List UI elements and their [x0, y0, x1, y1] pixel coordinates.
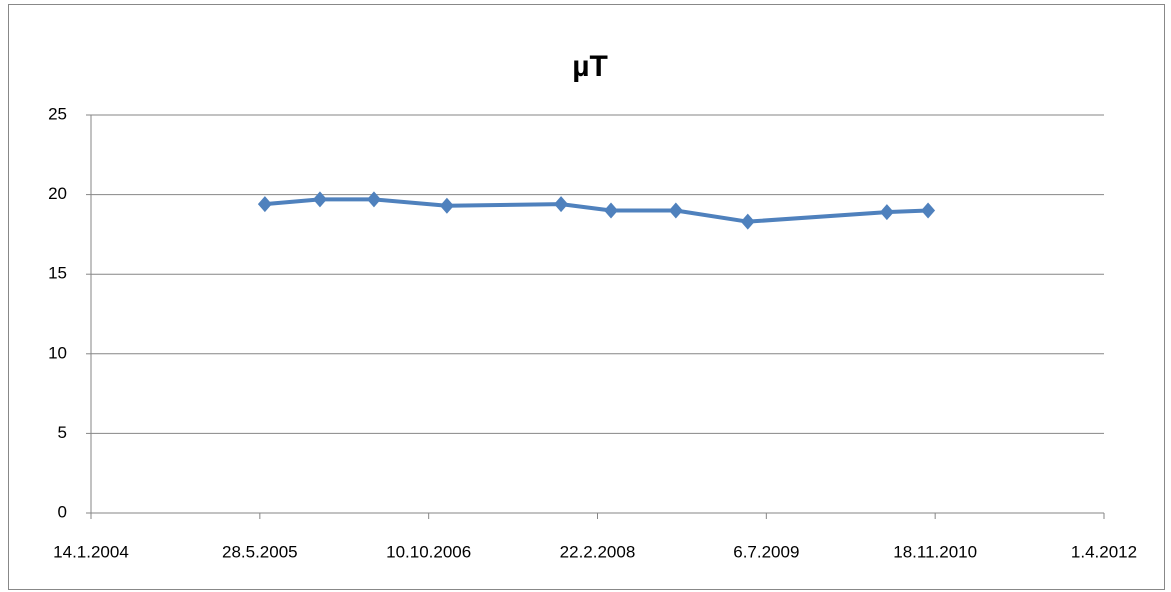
x-tick-label: 28.5.2005	[222, 542, 298, 561]
x-tick-label: 10.10.2006	[386, 542, 471, 561]
data-point	[921, 202, 936, 219]
y-tick-label: 15	[48, 264, 67, 283]
x-tick-label: 1.4.2012	[1071, 542, 1137, 561]
data-point	[740, 213, 755, 230]
data-point	[554, 196, 569, 213]
y-tick-label: 20	[48, 184, 67, 203]
x-tick-label: 6.7.2009	[733, 542, 799, 561]
data-point	[668, 202, 683, 219]
chart-title: µT	[572, 50, 608, 83]
y-tick-label: 10	[48, 343, 67, 362]
x-tick-label: 14.1.2004	[53, 542, 129, 561]
data-point	[439, 197, 454, 214]
data-point	[312, 191, 327, 208]
data-line	[264, 197, 929, 224]
data-point	[257, 196, 272, 213]
y-tick-label: 5	[58, 423, 67, 442]
x-tick-label: 18.11.2010	[893, 542, 977, 561]
chart-frame	[8, 4, 1165, 590]
data-point	[604, 202, 619, 219]
data-point	[879, 204, 894, 221]
y-tick-label: 25	[48, 104, 67, 123]
y-tick-label: 0	[58, 502, 67, 521]
data-point	[366, 191, 381, 208]
x-tick-label: 22.2.2008	[560, 542, 636, 561]
